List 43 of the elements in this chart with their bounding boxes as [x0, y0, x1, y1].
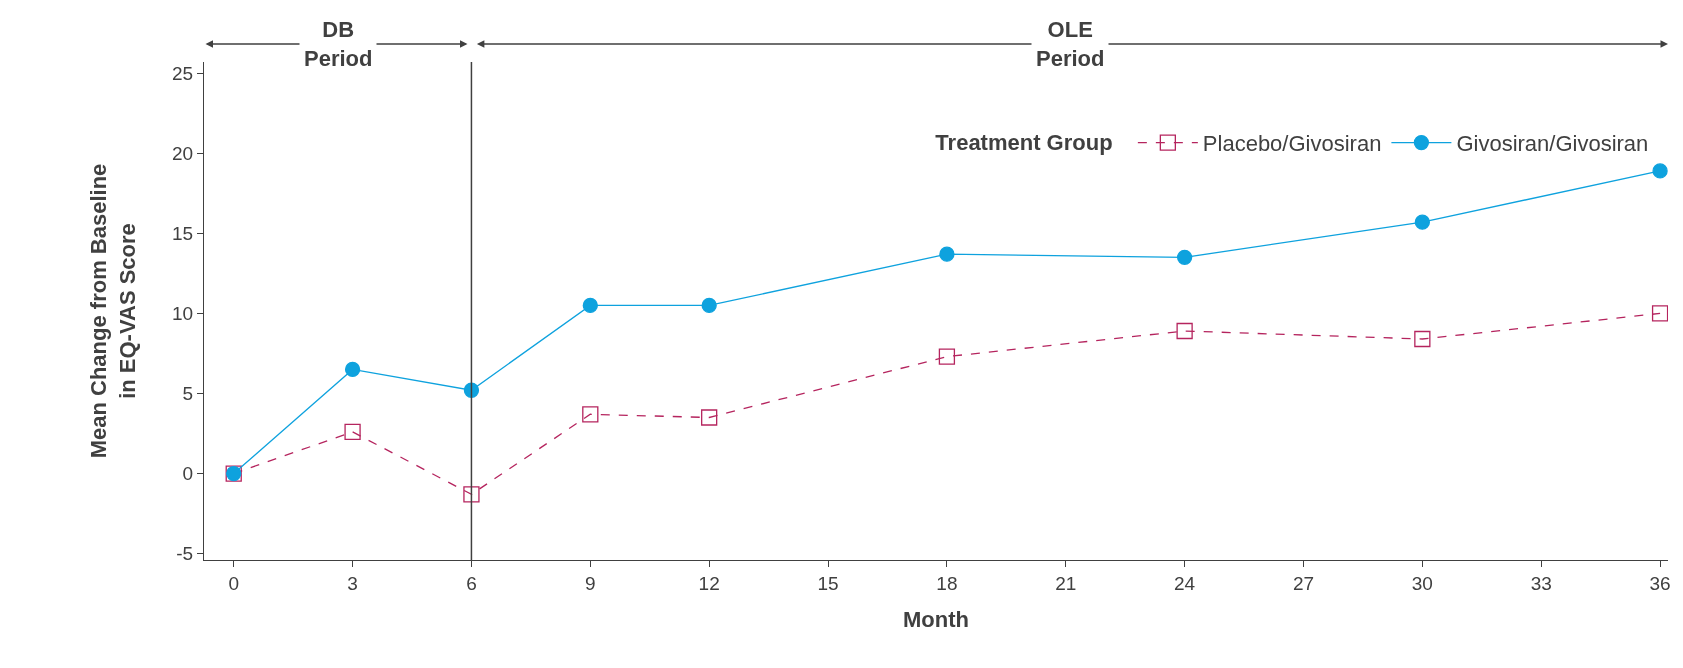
- x-axis-title: Month: [903, 606, 969, 632]
- point: [1176, 322, 1193, 340]
- y-tick-label: 20: [171, 142, 194, 164]
- y-tick-label: 15: [171, 222, 194, 244]
- y-tick-label: 25: [171, 62, 194, 84]
- x-tick-label: 15: [817, 572, 839, 594]
- point: [938, 348, 956, 365]
- legend-title: Treatment Group: [935, 130, 1113, 156]
- x-tick-label: 3: [347, 572, 358, 594]
- legend-label: Placebo/Givosiran: [1202, 131, 1382, 157]
- point: [1414, 330, 1431, 348]
- point: [701, 297, 717, 314]
- y-tick-label: 10: [171, 303, 194, 325]
- legend-label: Givosiran/Givosiran: [1456, 131, 1649, 157]
- x-tick-label: 27: [1292, 572, 1315, 594]
- point: [463, 486, 480, 503]
- x-tick-label: 33: [1530, 572, 1552, 594]
- y-tick-label: 5: [182, 383, 194, 405]
- point: [1176, 249, 1193, 265]
- x-tick-label: 36: [1649, 572, 1671, 594]
- point: [939, 246, 955, 262]
- annotation: OLE Period: [1036, 17, 1105, 71]
- x-tick-label: 21: [1055, 572, 1077, 594]
- x-tick-label: 9: [585, 572, 596, 594]
- y-axis-title: Mean Change from Baseline in EQ-VAS Score: [86, 163, 140, 459]
- x-tick-label: 18: [936, 572, 958, 594]
- point: [582, 297, 598, 314]
- x-tick-label: 12: [698, 572, 720, 594]
- x-tick-label: 30: [1411, 572, 1433, 594]
- x-tick-label: 6: [466, 572, 477, 594]
- y-tick-label: -5: [176, 543, 194, 565]
- y-tick-label: 0: [182, 463, 194, 485]
- x-tick-label: 0: [228, 572, 240, 594]
- point: [1651, 305, 1668, 322]
- point: [1414, 214, 1430, 230]
- point: [582, 406, 599, 423]
- x-tick-label: 24: [1174, 572, 1196, 594]
- point: [344, 423, 361, 441]
- point: [1652, 163, 1668, 179]
- point: [701, 409, 718, 426]
- point: [344, 361, 361, 378]
- point: [463, 382, 480, 398]
- annotation: DB Period: [304, 17, 373, 71]
